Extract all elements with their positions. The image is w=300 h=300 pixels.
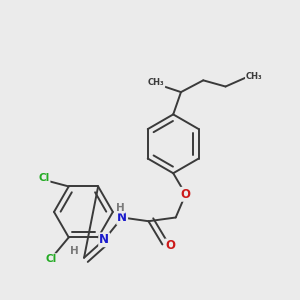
- Text: CH₃: CH₃: [148, 78, 164, 87]
- Text: H: H: [70, 246, 79, 256]
- Text: CH₃: CH₃: [246, 71, 262, 80]
- Text: N: N: [117, 211, 127, 224]
- Text: Cl: Cl: [45, 254, 56, 264]
- Text: Cl: Cl: [38, 173, 50, 183]
- Text: O: O: [181, 188, 190, 201]
- Text: N: N: [99, 233, 109, 246]
- Text: O: O: [165, 239, 175, 253]
- Text: H: H: [116, 202, 125, 213]
